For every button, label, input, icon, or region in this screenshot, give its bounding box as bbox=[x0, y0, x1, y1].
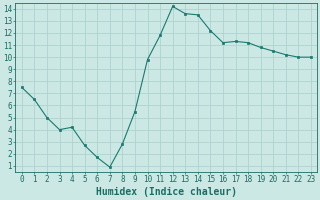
X-axis label: Humidex (Indice chaleur): Humidex (Indice chaleur) bbox=[96, 187, 237, 197]
